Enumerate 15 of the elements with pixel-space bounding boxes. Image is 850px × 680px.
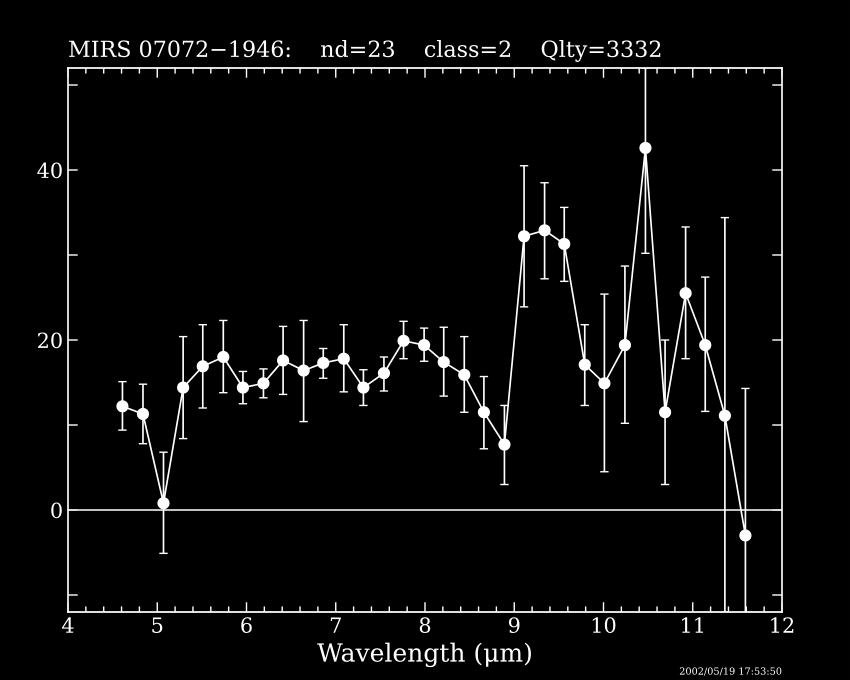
y-tick-label: 0 bbox=[51, 502, 62, 518]
x-tick-label: 12 bbox=[771, 617, 794, 633]
x-tick-label: 8 bbox=[420, 617, 430, 633]
y-tick-label: 20 bbox=[38, 332, 62, 348]
y-tick-label: 40 bbox=[37, 162, 62, 178]
x-tick-label: 7 bbox=[330, 618, 341, 633]
text: 2002/05/19 17:53:50 bbox=[680, 667, 782, 676]
chart-title: MIRS 07072−1946: nd=23 class=2 Qlty=3332 bbox=[69, 40, 660, 62]
x-tick-label: 6 bbox=[241, 617, 252, 633]
x-tick-label: 5 bbox=[152, 618, 162, 633]
x-tick-label: 10 bbox=[592, 617, 616, 633]
x-tick-label: 11 bbox=[682, 617, 704, 633]
x-tick-label: 4 bbox=[62, 617, 74, 633]
x-axis-title: Wavelength (μm) bbox=[317, 642, 531, 668]
x-tick-label: 9 bbox=[508, 617, 520, 633]
